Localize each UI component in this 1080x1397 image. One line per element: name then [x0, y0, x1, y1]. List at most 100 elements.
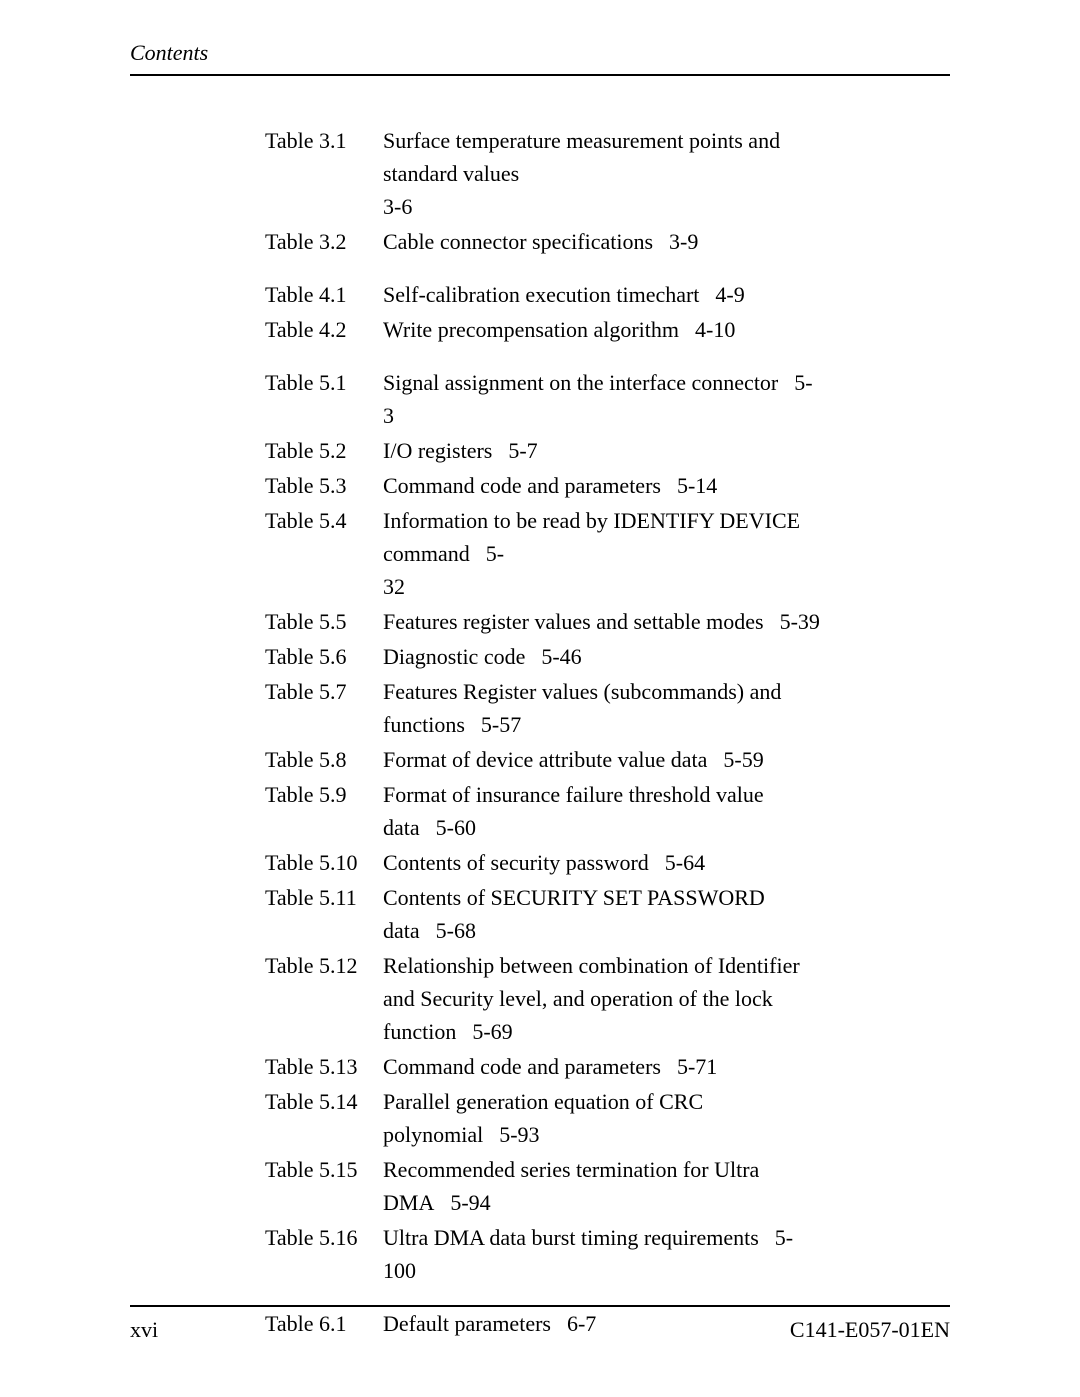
toc-entry-page: 5-39 — [764, 609, 820, 634]
toc-entry-page: 5-94 — [434, 1190, 490, 1215]
toc-entry-page: 5-64 — [649, 850, 705, 875]
toc-entry-description: Features register values and settable mo… — [383, 605, 820, 638]
page-footer: xvi C141-E057-01EN — [130, 1305, 950, 1343]
toc-entry-page: 5-71 — [661, 1054, 717, 1079]
toc-entry-label: Table 5.13 — [265, 1050, 383, 1083]
toc-entry: Table 5.3Command code and parameters5-14 — [265, 469, 820, 502]
toc-entry-label: Table 5.3 — [265, 469, 383, 502]
toc-entry-description: Ultra DMA data burst timing requirements… — [383, 1221, 820, 1287]
toc-entry-description: Relationship between combination of Iden… — [383, 949, 820, 1048]
toc-entry: Table 5.9Format of insurance failure thr… — [265, 778, 820, 844]
toc-entry-description: Cable connector specifications3-9 — [383, 225, 820, 258]
toc-entry-label: Table 5.10 — [265, 846, 383, 879]
toc-entry-description: Contents of security password5-64 — [383, 846, 820, 879]
toc-group: Table 5.1Signal assignment on the interf… — [265, 366, 820, 1287]
toc-entry-label: Table 5.2 — [265, 434, 383, 467]
toc-entry-label: Table 5.9 — [265, 778, 383, 811]
toc-entry: Table 5.11Contents of SECURITY SET PASSW… — [265, 881, 820, 947]
toc-entry-text: Write precompensation algorithm — [383, 317, 679, 342]
toc-group: Table 3.1Surface temperature measurement… — [265, 124, 820, 258]
toc-entry-text: Relationship between combination of Iden… — [383, 953, 800, 1044]
toc-entry-label: Table 5.7 — [265, 675, 383, 708]
toc-entry-page: 5-46 — [525, 644, 581, 669]
toc-entry-page: 5-69 — [456, 1019, 512, 1044]
toc-entry-description: Format of insurance failure threshold va… — [383, 778, 820, 844]
toc-entry-text: Command code and parameters — [383, 1054, 661, 1079]
toc-entry-description: Write precompensation algorithm4-10 — [383, 313, 820, 346]
toc-entry-page: 4-10 — [679, 317, 735, 342]
toc-entry: Table 4.1Self-calibration execution time… — [265, 278, 820, 311]
toc-entry-label: Table 4.1 — [265, 278, 383, 311]
toc-entry-text: Features register values and settable mo… — [383, 609, 764, 634]
toc-entry-label: Table 5.11 — [265, 881, 383, 914]
toc-entry: Table 3.2Cable connector specifications3… — [265, 225, 820, 258]
toc-entry-label: Table 5.8 — [265, 743, 383, 776]
toc-entry-description: Command code and parameters5-71 — [383, 1050, 820, 1083]
toc-entry-text: Features Register values (subcommands) a… — [383, 679, 781, 737]
document-id: C141-E057-01EN — [790, 1317, 950, 1343]
toc-entry-description: Self-calibration execution timechart4-9 — [383, 278, 820, 311]
toc-entry-text: Signal assignment on the interface conne… — [383, 370, 778, 395]
page-number: xvi — [130, 1317, 158, 1343]
toc-entry-description: Signal assignment on the interface conne… — [383, 366, 820, 432]
toc-entry-description: Format of device attribute value data5-5… — [383, 743, 820, 776]
toc-entry-text: Cable connector specifications — [383, 229, 653, 254]
toc-entry-page: 5- — [470, 541, 504, 566]
toc-entry-text: Diagnostic code — [383, 644, 525, 669]
toc-entry-label: Table 5.5 — [265, 605, 383, 638]
toc-entry-description: Surface temperature measurement points a… — [383, 124, 820, 223]
toc-entry-description: I/O registers5-7 — [383, 434, 820, 467]
toc-entry-page: 4-9 — [699, 282, 744, 307]
footer-row: xvi C141-E057-01EN — [130, 1317, 950, 1343]
toc-entry-text: Command code and parameters — [383, 473, 661, 498]
toc-entry: Table 5.12Relationship between combinati… — [265, 949, 820, 1048]
toc-entry-page: 5-59 — [707, 747, 763, 772]
toc-entry-page: 3-9 — [653, 229, 698, 254]
toc-entry-label: Table 5.6 — [265, 640, 383, 673]
toc-entry-description: Command code and parameters5-14 — [383, 469, 820, 502]
toc-entry: Table 5.6Diagnostic code5-46 — [265, 640, 820, 673]
toc-entry: Table 5.13Command code and parameters5-7… — [265, 1050, 820, 1083]
toc-entry: Table 5.1Signal assignment on the interf… — [265, 366, 820, 432]
toc-entry-description: Information to be read by IDENTIFY DEVIC… — [383, 504, 820, 603]
toc-entry: Table 5.14Parallel generation equation o… — [265, 1085, 820, 1151]
toc-entry: Table 5.2I/O registers5-7 — [265, 434, 820, 467]
toc-entry-page: 5-60 — [420, 815, 476, 840]
toc-entry-text: Format of device attribute value data — [383, 747, 707, 772]
toc-entries: Table 3.1Surface temperature measurement… — [265, 124, 820, 1340]
toc-group: Table 4.1Self-calibration execution time… — [265, 278, 820, 346]
toc-entry-page: 5-93 — [483, 1122, 539, 1147]
toc-entry-text: Ultra DMA data burst timing requirements — [383, 1225, 759, 1250]
toc-entry-page-continued: 32 — [383, 574, 405, 599]
toc-entry-label: Table 5.12 — [265, 949, 383, 982]
toc-entry-label: Table 5.15 — [265, 1153, 383, 1186]
toc-entry-label: Table 3.2 — [265, 225, 383, 258]
toc-entry-label: Table 5.1 — [265, 366, 383, 399]
toc-entry: Table 5.5Features register values and se… — [265, 605, 820, 638]
toc-entry-label: Table 5.4 — [265, 504, 383, 537]
toc-entry: Table 3.1Surface temperature measurement… — [265, 124, 820, 223]
toc-entry-description: Parallel generation equation of CRC poly… — [383, 1085, 820, 1151]
toc-entry: Table 5.7Features Register values (subco… — [265, 675, 820, 741]
toc-entry-page: 5-14 — [661, 473, 717, 498]
toc-entry: Table 5.15Recommended series termination… — [265, 1153, 820, 1219]
toc-entry: Table 5.10Contents of security password5… — [265, 846, 820, 879]
toc-entry-description: Diagnostic code5-46 — [383, 640, 820, 673]
toc-entry-label: Table 4.2 — [265, 313, 383, 346]
header-rule — [130, 74, 950, 76]
toc-entry-text: Contents of security password — [383, 850, 649, 875]
toc-entry: Table 4.2Write precompensation algorithm… — [265, 313, 820, 346]
toc-entry: Table 5.16Ultra DMA data burst timing re… — [265, 1221, 820, 1287]
toc-entry-page: 3-6 — [383, 194, 412, 219]
toc-entry-text: Information to be read by IDENTIFY DEVIC… — [383, 508, 800, 566]
toc-entry: Table 5.4Information to be read by IDENT… — [265, 504, 820, 603]
toc-entry-text: Surface temperature measurement points a… — [383, 128, 780, 186]
toc-entry-page: 5-68 — [420, 918, 476, 943]
toc-entry-text: I/O registers — [383, 438, 492, 463]
footer-rule — [130, 1305, 950, 1307]
toc-entry-page: 5-57 — [465, 712, 521, 737]
toc-entry-label: Table 3.1 — [265, 124, 383, 157]
toc-entry-description: Contents of SECURITY SET PASSWORD data5-… — [383, 881, 820, 947]
toc-entry-label: Table 5.14 — [265, 1085, 383, 1118]
toc-entry-description: Recommended series termination for Ultra… — [383, 1153, 820, 1219]
